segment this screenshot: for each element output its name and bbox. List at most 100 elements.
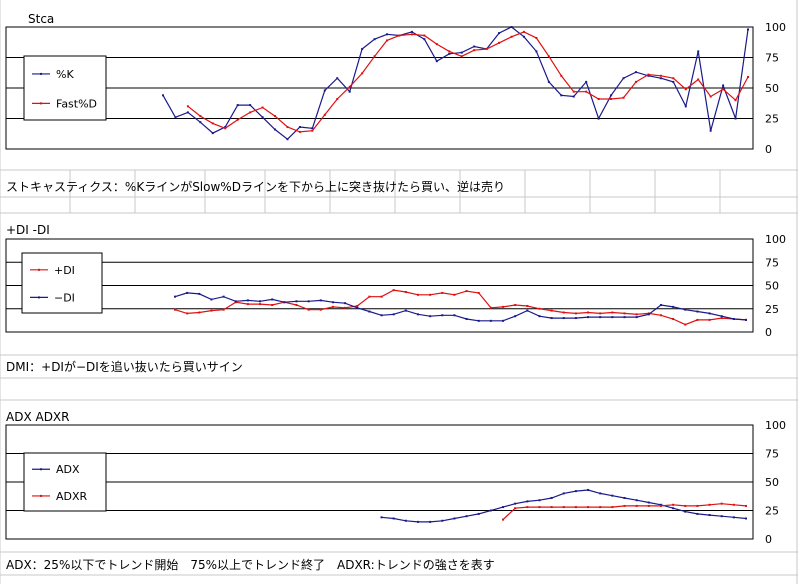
data-point bbox=[562, 311, 565, 314]
data-point bbox=[435, 43, 438, 46]
legend-box bbox=[23, 55, 107, 121]
data-point bbox=[696, 504, 699, 507]
data-point bbox=[622, 96, 625, 99]
data-point bbox=[535, 36, 538, 39]
data-point bbox=[380, 314, 383, 317]
data-point bbox=[610, 97, 613, 100]
data-point bbox=[538, 315, 541, 318]
data-point bbox=[368, 295, 371, 298]
data-point bbox=[635, 499, 638, 502]
data-point bbox=[747, 28, 749, 31]
data-point bbox=[522, 30, 525, 33]
data-point bbox=[623, 504, 626, 507]
data-point bbox=[465, 515, 468, 518]
data-point bbox=[672, 77, 675, 80]
data-point bbox=[550, 309, 553, 312]
data-point bbox=[634, 71, 637, 74]
data-point bbox=[514, 315, 517, 318]
data-point bbox=[311, 129, 314, 132]
data-point bbox=[198, 311, 201, 314]
data-point bbox=[597, 117, 600, 120]
data-point bbox=[473, 45, 476, 48]
data-point bbox=[234, 300, 237, 303]
data-point bbox=[610, 94, 613, 97]
data-point bbox=[708, 514, 711, 517]
data-point bbox=[585, 80, 588, 83]
data-point bbox=[392, 313, 395, 316]
data-point bbox=[684, 88, 687, 91]
data-point bbox=[745, 517, 747, 520]
data-point bbox=[298, 130, 301, 133]
data-point bbox=[222, 295, 225, 298]
data-point bbox=[623, 496, 626, 499]
data-point bbox=[416, 520, 419, 523]
data-point bbox=[659, 304, 662, 307]
data-point bbox=[453, 293, 456, 296]
data-point bbox=[526, 309, 529, 312]
data-point bbox=[708, 312, 711, 315]
data-point bbox=[174, 295, 176, 298]
y-tick-label: 75 bbox=[765, 52, 779, 65]
y-tick-label: 75 bbox=[765, 256, 779, 269]
data-point bbox=[429, 520, 432, 523]
data-point bbox=[697, 50, 700, 53]
series-line-k bbox=[162, 26, 749, 140]
data-point bbox=[684, 510, 687, 513]
data-point bbox=[562, 317, 565, 320]
data-point bbox=[429, 315, 432, 318]
data-point bbox=[502, 305, 505, 308]
data-point bbox=[526, 506, 529, 509]
data-point bbox=[510, 26, 513, 28]
data-point bbox=[261, 106, 264, 109]
data-point bbox=[538, 506, 541, 509]
data-point bbox=[319, 308, 322, 311]
data-point bbox=[323, 113, 326, 116]
data-point bbox=[453, 314, 456, 317]
data-point bbox=[560, 74, 563, 77]
data-point bbox=[356, 304, 359, 307]
data-point bbox=[311, 127, 314, 130]
data-point bbox=[659, 314, 662, 317]
dmi-note: DMI：+DIが−DIを追い抜いたら買いサイン bbox=[6, 360, 243, 374]
data-point bbox=[502, 506, 505, 509]
data-point bbox=[709, 95, 712, 98]
data-point bbox=[684, 323, 687, 326]
y-tick-label: 100 bbox=[765, 419, 786, 432]
y-tick-label: 100 bbox=[765, 21, 786, 34]
data-point bbox=[336, 77, 339, 80]
data-point bbox=[647, 501, 650, 504]
data-point bbox=[587, 488, 590, 491]
data-point bbox=[224, 126, 227, 129]
data-point bbox=[659, 77, 662, 80]
data-point bbox=[211, 132, 214, 135]
data-point bbox=[441, 291, 444, 294]
data-point bbox=[199, 121, 202, 124]
data-point bbox=[331, 305, 334, 308]
data-point bbox=[611, 311, 614, 314]
data-point bbox=[186, 105, 189, 108]
data-point bbox=[547, 55, 550, 58]
legend-marker bbox=[40, 102, 42, 105]
data-point bbox=[502, 319, 505, 322]
data-point bbox=[448, 52, 451, 55]
data-point bbox=[295, 300, 298, 303]
data-point bbox=[599, 492, 602, 495]
data-point bbox=[423, 34, 426, 37]
data-point bbox=[210, 309, 213, 312]
data-point bbox=[448, 50, 451, 53]
data-point bbox=[210, 298, 213, 301]
legend-label: %K bbox=[56, 68, 74, 81]
data-point bbox=[489, 509, 492, 512]
data-point bbox=[295, 304, 298, 307]
data-point bbox=[599, 312, 602, 315]
data-point bbox=[373, 38, 376, 41]
y-tick-label: 0 bbox=[765, 143, 772, 156]
data-point bbox=[392, 289, 395, 292]
data-point bbox=[599, 316, 602, 319]
data-point bbox=[550, 496, 553, 499]
data-point bbox=[423, 38, 426, 41]
data-point bbox=[489, 319, 492, 322]
